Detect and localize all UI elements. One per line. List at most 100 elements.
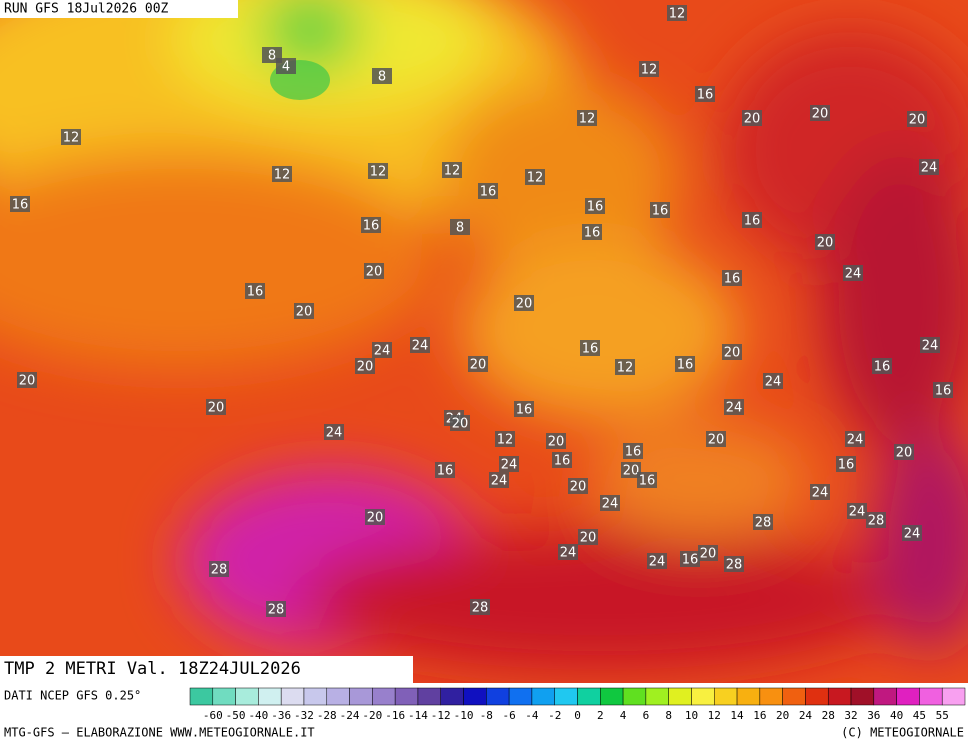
map-label: 20 bbox=[896, 446, 913, 461]
map-label: 24 bbox=[765, 375, 782, 390]
label-box bbox=[637, 472, 657, 488]
legend-swatch bbox=[554, 687, 578, 706]
map-label: 16 bbox=[838, 458, 855, 473]
map-label: 16 bbox=[625, 445, 642, 460]
label-box bbox=[600, 495, 620, 511]
label-box bbox=[843, 265, 863, 281]
legend-label: 2 bbox=[597, 709, 604, 722]
label-box bbox=[724, 399, 744, 415]
label-box bbox=[582, 224, 602, 240]
legend-label: -2 bbox=[548, 709, 561, 722]
map-label: 20 bbox=[909, 113, 926, 128]
legend-label: 16 bbox=[753, 709, 766, 722]
copyright: (C) METEOGIORNALE bbox=[841, 726, 964, 740]
map-label: 20 bbox=[724, 346, 741, 361]
label-box bbox=[209, 561, 229, 577]
map-label: 20 bbox=[570, 480, 587, 495]
legend-swatch bbox=[417, 687, 441, 706]
footer-box bbox=[0, 656, 413, 683]
label-box bbox=[324, 424, 344, 440]
map-label: 20 bbox=[548, 435, 565, 450]
label-box bbox=[245, 283, 265, 299]
label-box bbox=[294, 303, 314, 319]
legend-label: 45 bbox=[913, 709, 926, 722]
map-label: 20 bbox=[296, 305, 313, 320]
legend-label: 36 bbox=[867, 709, 880, 722]
legend-swatch bbox=[782, 687, 806, 706]
map-label: 16 bbox=[935, 384, 952, 399]
legend-swatch bbox=[349, 687, 373, 706]
legend-label: -60 bbox=[203, 709, 223, 722]
map-label: 20 bbox=[367, 511, 384, 526]
label-box bbox=[272, 166, 292, 182]
legend-swatch bbox=[486, 687, 510, 706]
map-label: 20 bbox=[700, 547, 717, 562]
label-box bbox=[650, 202, 670, 218]
map-label: 16 bbox=[652, 204, 669, 219]
map-label: 16 bbox=[682, 553, 699, 568]
header-box bbox=[0, 0, 238, 18]
legend-label: 24 bbox=[799, 709, 813, 722]
map-label: 20 bbox=[470, 358, 487, 373]
label-box bbox=[558, 544, 578, 560]
map-label: 16 bbox=[247, 285, 264, 300]
legend-swatch bbox=[463, 687, 487, 706]
map-label: 24 bbox=[849, 505, 866, 520]
map-label: 16 bbox=[584, 226, 601, 241]
map-label: 24 bbox=[374, 344, 391, 359]
label-box bbox=[514, 295, 534, 311]
map-label: 28 bbox=[268, 603, 285, 618]
legend-swatch bbox=[280, 687, 305, 706]
map-label: 16 bbox=[480, 185, 497, 200]
legend-swatch bbox=[440, 687, 464, 706]
label-box bbox=[639, 61, 659, 77]
label-box bbox=[907, 111, 927, 127]
map-label: 20 bbox=[812, 107, 829, 122]
legend-label: 20 bbox=[776, 709, 789, 722]
legend-swatch bbox=[577, 687, 601, 706]
label-box bbox=[810, 484, 830, 500]
label-box bbox=[872, 358, 892, 374]
legend-swatch bbox=[805, 687, 829, 706]
map-label: 24 bbox=[649, 555, 666, 570]
label-box bbox=[365, 509, 385, 525]
legend-swatch bbox=[850, 687, 875, 706]
label-box bbox=[580, 340, 600, 356]
legend-swatch bbox=[736, 687, 761, 706]
legend-swatch bbox=[212, 687, 236, 706]
legend-label: -24 bbox=[340, 709, 360, 722]
map-label: 24 bbox=[560, 546, 577, 561]
map-label: 12 bbox=[63, 131, 80, 146]
legend-label: -50 bbox=[226, 709, 246, 722]
map-label: 12 bbox=[617, 361, 634, 376]
label-box bbox=[435, 462, 455, 478]
map-label: 28 bbox=[868, 514, 885, 529]
legend-label: -32 bbox=[294, 709, 314, 722]
label-box bbox=[753, 514, 773, 530]
map-label: 20 bbox=[516, 297, 533, 312]
label-box bbox=[489, 472, 509, 488]
legend-swatch bbox=[919, 687, 943, 706]
label-box bbox=[372, 342, 392, 358]
map-label: 20 bbox=[366, 265, 383, 280]
map-label: 16 bbox=[363, 219, 380, 234]
legend-label: -6 bbox=[502, 709, 515, 722]
legend-label: 32 bbox=[844, 709, 857, 722]
legend-swatch bbox=[645, 687, 669, 706]
label-box bbox=[450, 415, 470, 431]
map-label: 8 bbox=[268, 49, 276, 64]
map-label: 24 bbox=[812, 486, 829, 501]
legend-label: -4 bbox=[525, 709, 539, 722]
map-label: 16 bbox=[677, 358, 694, 373]
map-label: 20 bbox=[208, 401, 225, 416]
map-label: 20 bbox=[623, 464, 640, 479]
map-label: 20 bbox=[357, 360, 374, 375]
legend-label: -40 bbox=[248, 709, 268, 722]
label-box bbox=[585, 198, 605, 214]
legend-swatch bbox=[600, 687, 624, 706]
map-label: 20 bbox=[708, 433, 725, 448]
map-label: 16 bbox=[12, 198, 29, 213]
legend-swatch bbox=[394, 687, 419, 706]
label-box bbox=[552, 452, 572, 468]
